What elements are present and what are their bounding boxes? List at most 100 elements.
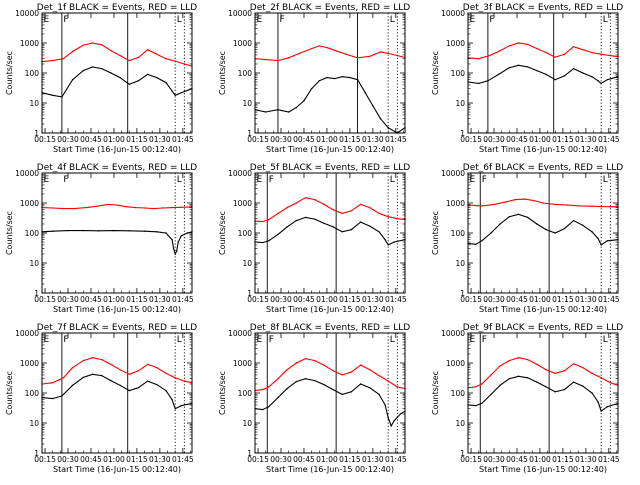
data-point <box>384 239 386 241</box>
data-point <box>600 410 602 412</box>
data-point <box>390 425 392 427</box>
data-point <box>600 205 602 208</box>
chart-panel-8: Det_8f BLACK = Events, RED = LLD 1 10 100 10… <box>218 323 410 474</box>
y-axis-label: Counts/sec <box>431 51 440 95</box>
data-point <box>508 45 510 47</box>
data-point <box>517 213 520 215</box>
data-point <box>162 207 164 209</box>
x-tick-label: 01:15 <box>126 135 148 144</box>
x-tick-label: 01:00 <box>529 455 551 464</box>
y-tick-label: 1 <box>34 289 39 298</box>
data-point <box>396 54 398 57</box>
data-point <box>369 55 371 57</box>
chart-title: Det_8f BLACK = Events, RED = LLD <box>250 323 410 333</box>
y-tick-label: 1 <box>247 129 252 138</box>
x-tick-label: 01:45 <box>172 295 194 304</box>
series-line-red <box>467 357 619 389</box>
data-point <box>174 253 176 255</box>
series-line-red <box>467 42 619 60</box>
data-point <box>488 54 491 57</box>
plot-frame <box>467 12 619 134</box>
x-tick-label: 01:15 <box>126 455 148 464</box>
data-point <box>517 64 520 67</box>
data-point <box>110 72 112 74</box>
y-tick-label: 10 <box>29 99 39 108</box>
data-point <box>67 229 69 232</box>
x-tick-label: 00:45 <box>293 295 315 304</box>
data-point <box>600 82 602 85</box>
series-line-red <box>41 42 193 67</box>
data-point <box>268 386 270 388</box>
y-tick-label: 10000 <box>441 329 465 338</box>
data-point <box>128 389 130 392</box>
y-tick-label: 1000 <box>233 199 252 208</box>
x-tick-label: 00:45 <box>506 135 528 144</box>
series-line-black <box>467 375 619 412</box>
marker-label-e: E <box>44 15 50 25</box>
marker-label-f: F <box>269 335 274 345</box>
data-point <box>481 383 483 385</box>
marker-label-e: E <box>257 175 263 185</box>
series-line-black <box>41 230 193 256</box>
data-point <box>326 76 328 79</box>
data-point <box>475 404 477 407</box>
y-tick-label: 1 <box>247 449 252 458</box>
series-line-black <box>254 216 406 246</box>
marker-label-l: L <box>390 175 395 185</box>
data-point <box>295 380 297 383</box>
data-point <box>310 88 313 90</box>
data-point <box>183 380 185 382</box>
data-point <box>277 59 279 62</box>
data-point <box>314 379 316 382</box>
data-point <box>481 402 483 405</box>
data-point <box>536 363 538 366</box>
x-tick-label: 00:15 <box>247 455 269 464</box>
data-point <box>52 207 54 209</box>
x-tick-label: 01:00 <box>103 455 125 464</box>
x-tick-label: 00:15 <box>460 295 482 304</box>
data-point <box>288 57 290 59</box>
data-point <box>304 216 307 219</box>
data-point <box>295 219 297 222</box>
data-point <box>536 381 538 383</box>
data-point <box>73 207 75 210</box>
marker-label-l: L <box>177 335 182 345</box>
x-axis-label: Start Time (16-Jun-15 00:12:40) <box>479 145 607 154</box>
data-point <box>180 235 182 237</box>
data-point <box>597 237 599 240</box>
chart-panel-6: Det_6f BLACK = Events, RED = LLD 1 10 100 10… <box>431 163 623 314</box>
y-axis-label: Counts/sec <box>218 371 227 415</box>
data-point <box>268 218 270 221</box>
data-point <box>359 203 362 206</box>
marker-label-l: L <box>603 175 608 185</box>
plot-frame <box>467 172 619 294</box>
data-point <box>91 357 94 359</box>
data-point <box>554 79 556 81</box>
series-line-black <box>41 373 193 410</box>
data-point <box>359 364 362 366</box>
data-point <box>277 378 279 380</box>
x-tick-label: 01:00 <box>316 295 338 304</box>
data-point <box>101 374 103 377</box>
y-tick-label: 1000 <box>20 39 39 48</box>
x-tick-label: 00:45 <box>293 135 315 144</box>
data-point <box>156 366 158 369</box>
data-point <box>174 408 176 410</box>
x-tick-label: 01:45 <box>172 135 194 144</box>
y-tick-label: 1000 <box>20 199 39 208</box>
data-point <box>113 229 115 232</box>
marker-label-f: F <box>63 15 68 25</box>
y-tick-label: 100 <box>238 229 253 238</box>
data-point <box>156 383 158 386</box>
data-point <box>493 203 495 206</box>
marker-label-f: F <box>279 15 284 25</box>
data-point <box>554 391 556 393</box>
marker-label-e: E <box>470 335 476 345</box>
plot-frame <box>41 172 193 294</box>
data-point <box>146 363 149 366</box>
data-point <box>341 212 343 215</box>
data-point <box>582 49 584 51</box>
data-point <box>61 96 63 98</box>
y-axis-label: Counts/sec <box>431 211 440 255</box>
